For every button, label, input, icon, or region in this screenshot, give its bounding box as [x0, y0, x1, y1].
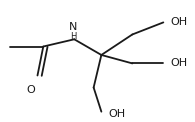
Text: N: N [69, 22, 77, 32]
Text: O: O [26, 85, 35, 95]
Text: OH: OH [170, 58, 187, 68]
Text: H: H [70, 32, 76, 41]
Text: OH: OH [170, 17, 187, 27]
Text: OH: OH [108, 109, 125, 119]
